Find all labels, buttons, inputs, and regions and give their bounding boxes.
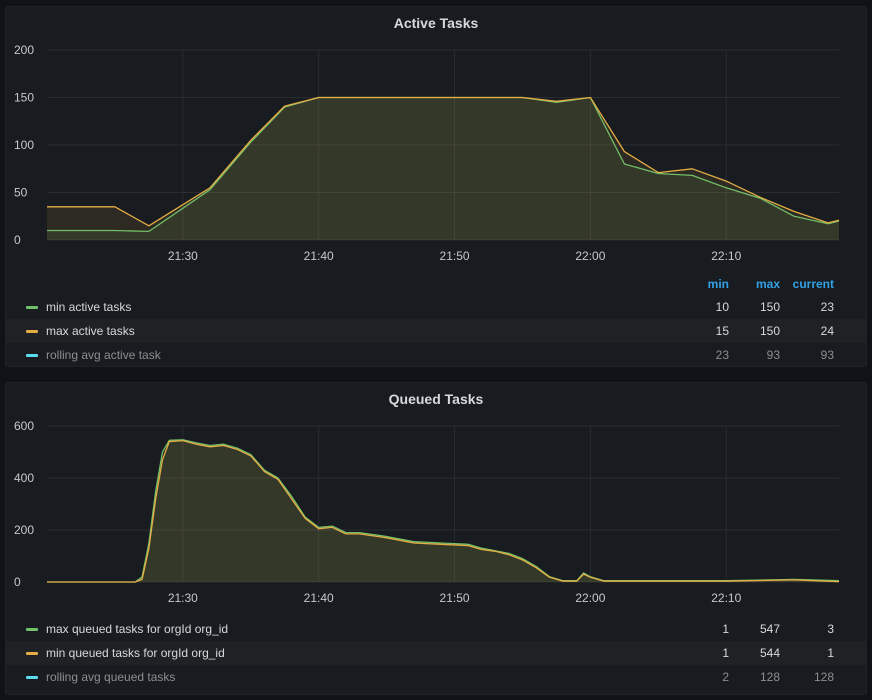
- y-tick-label: 0: [14, 575, 21, 589]
- x-tick-label: 21:50: [440, 249, 470, 263]
- legend-value-min: 15: [715, 324, 729, 338]
- legend-value-max: 547: [759, 622, 780, 636]
- legend-value-min: 2: [722, 670, 729, 684]
- legend-value-current: 24: [820, 324, 834, 338]
- legend-series-name[interactable]: rolling avg active task: [46, 348, 161, 362]
- panel-title[interactable]: Active Tasks: [393, 15, 479, 31]
- legend-row-max-active-tasks[interactable]: max active tasks 15 150 24: [6, 319, 866, 343]
- legend-series-name[interactable]: rolling avg queued tasks: [46, 670, 176, 684]
- legend-value-min: 10: [715, 300, 729, 314]
- legend-row-rolling-avg-active-task[interactable]: rolling avg active task 23 93 93: [6, 343, 866, 367]
- legend-swatch: [26, 628, 38, 631]
- legend-value-current: 23: [820, 300, 834, 314]
- y-tick-label: 150: [14, 91, 34, 105]
- legend-value-min: 1: [722, 622, 729, 636]
- legend-header-min[interactable]: min: [707, 277, 729, 291]
- legend-row-max-queued-tasks[interactable]: max queued tasks for orgId org_id 1 547 …: [6, 617, 866, 641]
- legend-swatch: [26, 652, 38, 655]
- x-tick-label: 21:40: [304, 249, 334, 263]
- y-tick-label: 0: [14, 233, 21, 247]
- x-tick-label: 21:40: [304, 591, 334, 605]
- panel-title[interactable]: Queued Tasks: [388, 391, 484, 407]
- x-tick-label: 21:30: [168, 591, 198, 605]
- x-tick-label: 21:50: [440, 591, 470, 605]
- legend-swatch: [26, 676, 38, 679]
- legend-value-max: 150: [759, 300, 780, 314]
- legend-series-name[interactable]: max queued tasks for orgId org_id: [46, 622, 229, 636]
- queued-tasks-panel: Queued Tasks 0 200 400 600 21:30 21:40 21:50 22…: [5, 382, 867, 695]
- y-tick-label: 100: [14, 138, 34, 152]
- legend-header-max[interactable]: max: [755, 277, 780, 291]
- legend-swatch: [26, 354, 38, 357]
- x-tick-label: 21:30: [168, 249, 198, 263]
- legend-series-name[interactable]: min active tasks: [46, 300, 132, 314]
- legend-row-min-queued-tasks[interactable]: min queued tasks for orgId org_id 1 544 …: [6, 641, 866, 665]
- legend-swatch: [26, 330, 38, 333]
- x-tick-label: 22:00: [575, 591, 605, 605]
- x-tick-label: 22:00: [575, 249, 605, 263]
- series-area-fill: [47, 97, 839, 240]
- legend-value-current: 1: [827, 646, 834, 660]
- legend-row-min-active-tasks[interactable]: min active tasks 10 150 23: [6, 295, 866, 319]
- legend-value-min: 1: [722, 646, 729, 660]
- legend-series-name[interactable]: min queued tasks for orgId org_id: [46, 646, 225, 660]
- legend-swatch: [26, 306, 38, 309]
- series-line: [47, 96, 840, 233]
- series-line: [47, 96, 840, 227]
- legend-value-max: 128: [759, 670, 780, 684]
- y-tick-label: 200: [14, 523, 34, 537]
- legend-series-name[interactable]: max active tasks: [46, 324, 135, 338]
- series-line: [47, 439, 840, 583]
- queued-tasks-chart: 0 200 400 600 21:30 21:40 21:50 22:00 22:10: [14, 419, 840, 605]
- legend-header-current[interactable]: current: [792, 277, 834, 291]
- legend-value-current: 128: [813, 670, 834, 684]
- legend-value-max: 93: [766, 348, 780, 362]
- legend-value-max: 150: [759, 324, 780, 338]
- legend-row-rolling-avg-queued-tasks[interactable]: rolling avg queued tasks 2 128 128: [6, 665, 866, 689]
- series-area-fill: [47, 97, 839, 240]
- y-tick-label: 50: [14, 186, 28, 200]
- active-tasks-legend: min max current min active tasks 10 150 …: [6, 273, 866, 367]
- y-tick-label: 400: [14, 471, 34, 485]
- series-area-fill: [47, 440, 839, 582]
- legend-value-max: 544: [759, 646, 780, 660]
- legend-value-current: 93: [820, 348, 834, 362]
- x-tick-label: 22:10: [711, 249, 741, 263]
- queued-tasks-legend: max queued tasks for orgId org_id 1 547 …: [6, 617, 866, 689]
- active-tasks-chart: 0 50 100 150 200 21:30 21:40 21:50 22:00 22:10: [14, 43, 840, 263]
- y-tick-label: 600: [14, 419, 34, 433]
- y-tick-label: 200: [14, 43, 34, 57]
- series-area-fill: [47, 439, 839, 582]
- legend-value-current: 3: [827, 622, 834, 636]
- x-tick-label: 22:10: [711, 591, 741, 605]
- legend-value-min: 23: [715, 348, 729, 362]
- active-tasks-panel: Active Tasks 0 50 100 150 200 21:30 21:40 21:50…: [5, 6, 867, 367]
- legend-header: min max current: [6, 273, 866, 295]
